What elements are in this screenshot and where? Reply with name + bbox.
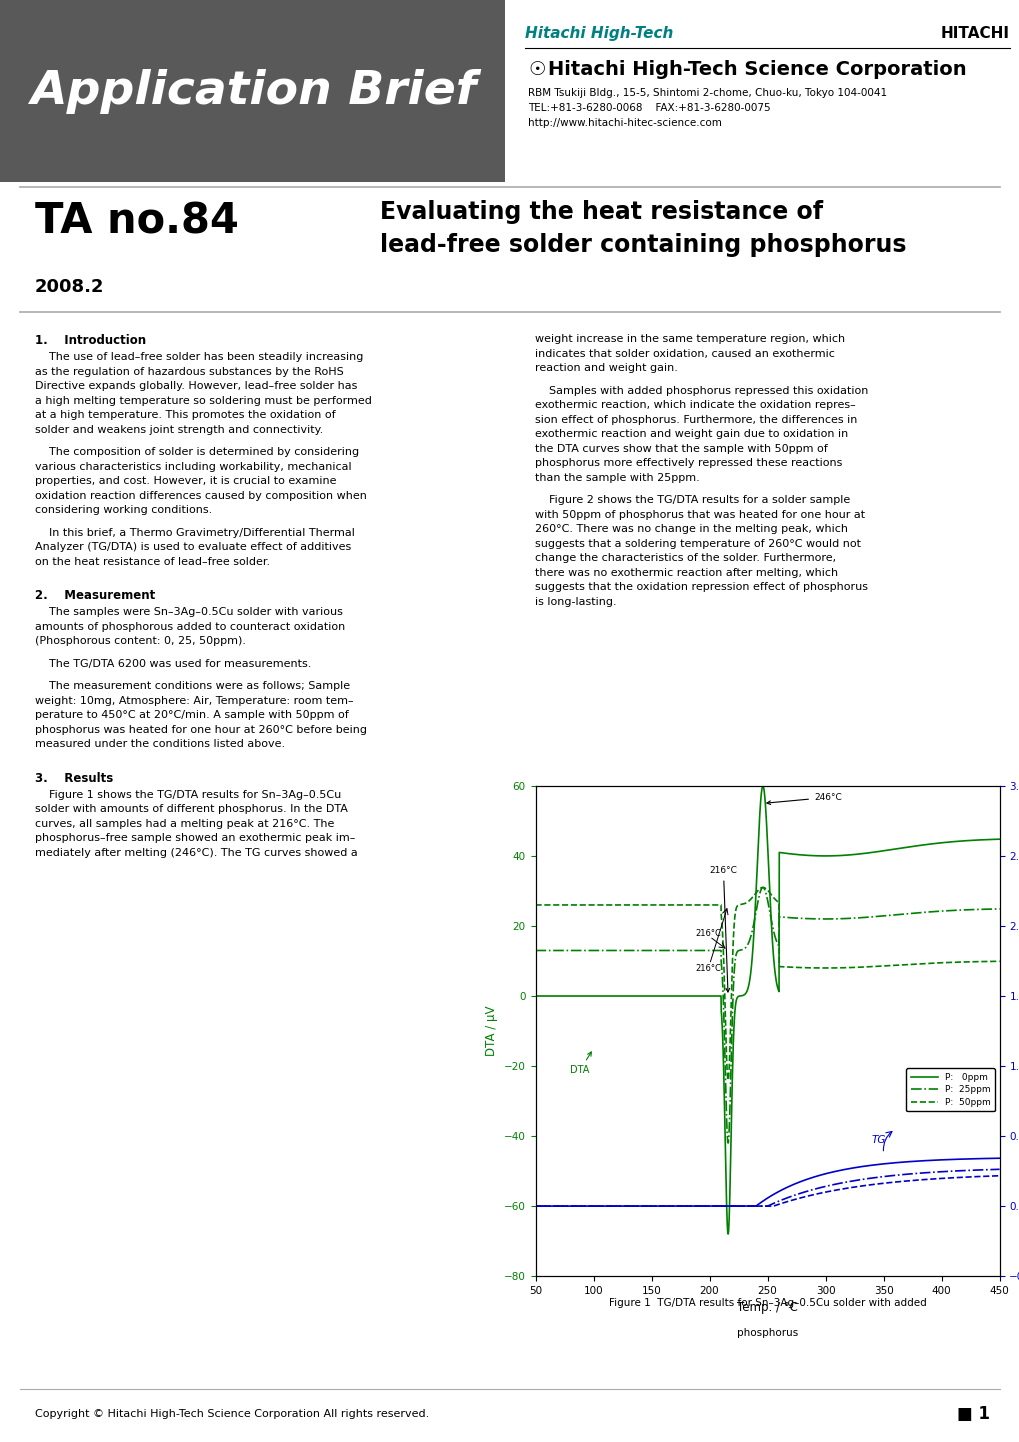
Text: phosphorus: phosphorus	[736, 1328, 798, 1338]
Text: sion effect of phosphorus. Furthermore, the differences in: sion effect of phosphorus. Furthermore, …	[535, 415, 857, 425]
Text: reaction and weight gain.: reaction and weight gain.	[535, 363, 678, 373]
Text: RBM Tsukiji Bldg., 15-5, Shintomi 2-chome, Chuo-ku, Tokyo 104-0041: RBM Tsukiji Bldg., 15-5, Shintomi 2-chom…	[528, 88, 887, 98]
Text: mediately after melting (246°C). The TG curves showed a: mediately after melting (246°C). The TG …	[35, 848, 358, 858]
Text: HITACHI: HITACHI	[941, 26, 1009, 40]
Text: 2008.2: 2008.2	[35, 278, 104, 296]
Text: than the sample with 25ppm.: than the sample with 25ppm.	[535, 473, 699, 483]
Text: weight increase in the same temperature region, which: weight increase in the same temperature …	[535, 335, 845, 345]
Text: solder and weakens joint strength and connectivity.: solder and weakens joint strength and co…	[35, 425, 323, 434]
Text: is long-lasting.: is long-lasting.	[535, 597, 616, 607]
Text: suggests that a soldering temperature of 260°C would not: suggests that a soldering temperature of…	[535, 539, 860, 549]
Text: Analyzer (TG/DTA) is used to evaluate effect of additives: Analyzer (TG/DTA) is used to evaluate ef…	[35, 542, 351, 552]
Text: exothermic reaction, which indicate the oxidation repres–: exothermic reaction, which indicate the …	[535, 401, 855, 410]
Text: phosphorus was heated for one hour at 260°C before being: phosphorus was heated for one hour at 26…	[35, 725, 367, 735]
Text: 3.    Results: 3. Results	[35, 771, 113, 784]
Text: The measurement conditions were as follows; Sample: The measurement conditions were as follo…	[35, 681, 350, 691]
Text: Figure 1  TG/DTA results for Sn–3Ag–0.5Cu solder with added: Figure 1 TG/DTA results for Sn–3Ag–0.5Cu…	[608, 1298, 925, 1308]
Text: curves, all samples had a melting peak at 216°C. The: curves, all samples had a melting peak a…	[35, 819, 334, 829]
Text: The composition of solder is determined by considering: The composition of solder is determined …	[35, 447, 359, 457]
Text: Directive expands globally. However, lead–free solder has: Directive expands globally. However, lea…	[35, 381, 357, 391]
Text: the DTA curves show that the sample with 50ppm of: the DTA curves show that the sample with…	[535, 444, 827, 454]
Text: Hitachi High-Tech Science Corporation: Hitachi High-Tech Science Corporation	[547, 59, 966, 79]
Text: weight: 10mg, Atmosphere: Air, Temperature: room tem–: weight: 10mg, Atmosphere: Air, Temperatu…	[35, 696, 354, 705]
Text: The samples were Sn–3Ag–0.5Cu solder with various: The samples were Sn–3Ag–0.5Cu solder wit…	[35, 607, 342, 617]
Text: Copyright © Hitachi High-Tech Science Corporation All rights reserved.: Copyright © Hitachi High-Tech Science Co…	[35, 1409, 429, 1419]
Text: DTA: DTA	[570, 1053, 591, 1076]
Text: phosphorus–free sample showed an exothermic peak im–: phosphorus–free sample showed an exother…	[35, 833, 355, 844]
Text: measured under the conditions listed above.: measured under the conditions listed abo…	[35, 740, 285, 750]
Text: The TG/DTA 6200 was used for measurements.: The TG/DTA 6200 was used for measurement…	[35, 659, 311, 669]
Text: indicates that solder oxidation, caused an exothermic: indicates that solder oxidation, caused …	[535, 349, 835, 359]
Bar	[0, 0, 504, 182]
Text: The use of lead–free solder has been steadily increasing: The use of lead–free solder has been ste…	[35, 352, 363, 362]
Text: considering working conditions.: considering working conditions.	[35, 505, 212, 515]
Text: exothermic reaction and weight gain due to oxidation in: exothermic reaction and weight gain due …	[535, 430, 848, 440]
Text: ☉: ☉	[528, 59, 545, 79]
Text: Figure 2 shows the TG/DTA results for a solder sample: Figure 2 shows the TG/DTA results for a …	[535, 495, 850, 505]
Text: 246°C: 246°C	[766, 793, 841, 805]
Text: phosphorus more effectively repressed these reactions: phosphorus more effectively repressed th…	[535, 459, 842, 469]
Text: ■ 1: ■ 1	[956, 1405, 989, 1423]
Text: solder with amounts of different phosphorus. In the DTA: solder with amounts of different phospho…	[35, 805, 347, 815]
Text: In this brief, a Thermo Gravimetry/Differential Thermal: In this brief, a Thermo Gravimetry/Diffe…	[35, 528, 355, 538]
Text: TG: TG	[871, 1135, 886, 1145]
X-axis label: Temp. / °C: Temp. / °C	[737, 1302, 797, 1315]
Text: change the characteristics of the solder. Furthermore,: change the characteristics of the solder…	[535, 554, 836, 564]
Text: as the regulation of hazardous substances by the RoHS: as the regulation of hazardous substance…	[35, 366, 343, 376]
Text: Evaluating the heat resistance of: Evaluating the heat resistance of	[380, 200, 822, 224]
Text: various characteristics including workability, mechanical: various characteristics including workab…	[35, 461, 352, 472]
Text: lead-free solder containing phosphorus: lead-free solder containing phosphorus	[380, 234, 906, 257]
Text: 260°C. There was no change in the melting peak, which: 260°C. There was no change in the meltin…	[535, 525, 847, 534]
Legend: P:   0ppm, P:  25ppm, P:  50ppm: P: 0ppm, P: 25ppm, P: 50ppm	[905, 1069, 995, 1112]
Text: there was no exothermic reaction after melting, which: there was no exothermic reaction after m…	[535, 568, 838, 578]
Y-axis label: DTA / μV: DTA / μV	[485, 1005, 498, 1057]
Text: 1.    Introduction: 1. Introduction	[35, 335, 146, 348]
Text: 216°C: 216°C	[695, 930, 720, 939]
Text: properties, and cost. However, it is crucial to examine: properties, and cost. However, it is cru…	[35, 476, 336, 486]
Text: 216°C: 216°C	[695, 965, 720, 973]
Text: Figure 1 shows the TG/DTA results for Sn–3Ag–0.5Cu: Figure 1 shows the TG/DTA results for Sn…	[35, 790, 341, 800]
Text: at a high temperature. This promotes the oxidation of: at a high temperature. This promotes the…	[35, 410, 335, 420]
Text: 2.    Measurement: 2. Measurement	[35, 590, 155, 603]
Text: TA no.84: TA no.84	[35, 200, 238, 242]
Text: 216°C: 216°C	[709, 867, 737, 992]
Text: (Phosphorous content: 0, 25, 50ppm).: (Phosphorous content: 0, 25, 50ppm).	[35, 636, 246, 646]
Text: http://www.hitachi-hitec-science.com: http://www.hitachi-hitec-science.com	[528, 118, 721, 128]
Text: TEL:+81-3-6280-0068    FAX:+81-3-6280-0075: TEL:+81-3-6280-0068 FAX:+81-3-6280-0075	[528, 104, 770, 114]
Text: Application Brief: Application Brief	[30, 69, 476, 114]
Text: on the heat resistance of lead–free solder.: on the heat resistance of lead–free sold…	[35, 557, 270, 567]
Text: suggests that the oxidation repression effect of phosphorus: suggests that the oxidation repression e…	[535, 583, 867, 593]
Text: perature to 450°C at 20°C/min. A sample with 50ppm of: perature to 450°C at 20°C/min. A sample …	[35, 711, 348, 720]
Text: Hitachi High-Tech: Hitachi High-Tech	[525, 26, 673, 40]
Text: oxidation reaction differences caused by composition when: oxidation reaction differences caused by…	[35, 490, 367, 500]
Text: with 50ppm of phosphorus that was heated for one hour at: with 50ppm of phosphorus that was heated…	[535, 510, 864, 519]
Text: amounts of phosphorous added to counteract oxidation: amounts of phosphorous added to countera…	[35, 622, 344, 632]
Text: a high melting temperature so soldering must be performed: a high melting temperature so soldering …	[35, 395, 372, 405]
Text: Samples with added phosphorus repressed this oxidation: Samples with added phosphorus repressed …	[535, 386, 867, 395]
